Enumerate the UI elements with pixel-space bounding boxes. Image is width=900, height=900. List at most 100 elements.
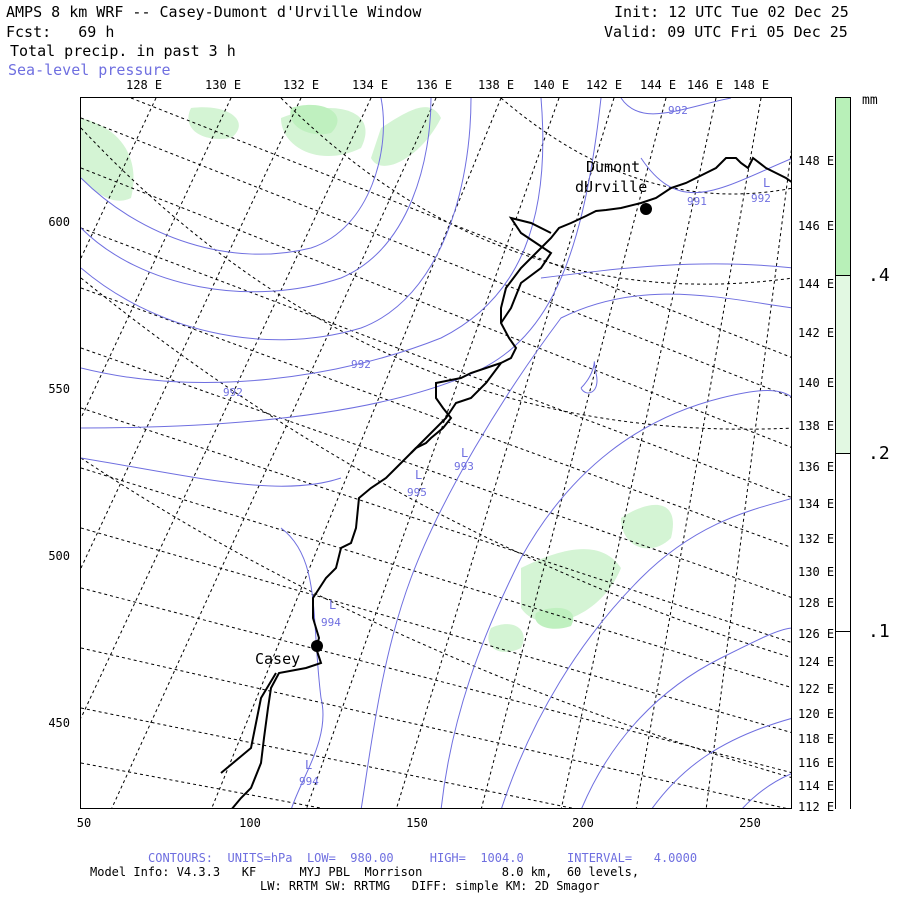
colorbar-segment-high [836, 98, 850, 276]
colorbar-label: .2 [868, 443, 890, 464]
colorbar-segment-low [836, 454, 850, 632]
grid-line [81, 117, 791, 398]
isobar [440, 390, 791, 808]
grid-line [481, 98, 667, 808]
grid-line [81, 457, 791, 778]
coastline-inner [220, 216, 553, 774]
top-lon-label: 148 E [733, 78, 770, 92]
right-lon-label: 144 E [798, 277, 835, 291]
station-dumont-durville-marker [640, 203, 652, 215]
right-lon-label: 118 E [798, 732, 835, 746]
grid-line [560, 98, 717, 808]
precip-area [488, 624, 524, 652]
grid-line [81, 167, 791, 448]
x-tick-label: 50 [76, 816, 92, 830]
right-lon-label: 136 E [798, 460, 835, 474]
isobar [581, 627, 791, 808]
field-label-precip: Total precip. in past 3 h [10, 42, 236, 60]
isobar [501, 498, 791, 808]
grid-line [81, 98, 232, 419]
right-lon-label: 132 E [798, 532, 835, 546]
top-lon-label: 132 E [283, 78, 320, 92]
precip-area [371, 107, 441, 166]
isobar [742, 773, 791, 808]
top-lon-label: 140 E [533, 78, 570, 92]
grid-line [500, 98, 791, 195]
precip-area [290, 104, 338, 135]
grid-line [635, 98, 762, 808]
y-tick-label: 550 [48, 382, 70, 396]
low-pressure-marker: L [329, 598, 337, 612]
isobar-label: 992 [668, 104, 688, 117]
field-label-slp: Sea-level pressure [8, 61, 171, 79]
grid-line [705, 149, 791, 808]
grid-line [81, 527, 791, 733]
top-lon-label: 146 E [687, 78, 724, 92]
grid-line [81, 707, 574, 808]
isobars [81, 98, 791, 808]
isobar-label: 992 [223, 386, 243, 399]
low-pressure-marker: L [763, 176, 771, 190]
x-tick-label: 250 [739, 816, 761, 830]
init-time: Init: 12 UTC Tue 02 Dec 25 [614, 3, 849, 21]
graticule [81, 98, 791, 808]
contours-info: CONTOURS: UNITS=hPa LOW= 980.00 HIGH= 10… [148, 851, 698, 865]
y-tick-label: 500 [48, 549, 70, 563]
isobar [620, 98, 732, 115]
map-title: AMPS 8 km WRF -- Casey-Dumont d'Urville … [6, 3, 422, 21]
y-tick-label: 600 [48, 215, 70, 229]
isobar-label: 992 [351, 358, 371, 371]
grid-line [81, 227, 791, 498]
low-pressure-marker: L [461, 446, 469, 460]
top-lon-label: 136 E [416, 78, 453, 92]
forecast-hour: Fcst: 69 h [6, 23, 115, 41]
station-casey-label: Casey [255, 650, 301, 668]
top-lon-label: 128 E [126, 78, 163, 92]
map-plot-area: Dumont dUrville Casey 992 991 992 992 99… [80, 97, 792, 809]
isobar [81, 98, 432, 293]
low-pressure-marker: L [415, 468, 423, 482]
colorbar-segment-base [836, 632, 850, 810]
isobar [81, 98, 472, 341]
right-lon-label: 112 E [798, 800, 835, 814]
right-lon-label: 130 E [798, 565, 835, 579]
grid-line [396, 98, 615, 808]
top-lon-label: 134 E [352, 78, 389, 92]
top-lon-label: 138 E [478, 78, 515, 92]
isobar-label: 994 [321, 616, 341, 629]
isobar [580, 360, 598, 394]
isobar [81, 457, 342, 487]
precip-colorbar [835, 97, 851, 810]
right-lon-label: 126 E [798, 627, 835, 641]
right-lon-label: 122 E [798, 682, 835, 696]
precip-area [535, 607, 574, 629]
precip-shading-heavy [290, 104, 574, 629]
grid-line [306, 98, 560, 808]
grid-line [280, 98, 791, 285]
colorbar-label: .1 [868, 621, 890, 642]
colorbar-label: .4 [868, 265, 890, 286]
precip-area [81, 118, 134, 201]
grid-line [81, 287, 791, 548]
coastline [231, 156, 791, 808]
colorbar-unit: mm [862, 93, 878, 108]
grid-line [81, 407, 791, 643]
precip-area [188, 107, 239, 139]
top-lon-label: 142 E [586, 78, 623, 92]
grid-line [81, 467, 791, 688]
isobar-label: 994 [299, 775, 319, 788]
y-tick-label: 450 [48, 716, 70, 730]
grid-line [81, 587, 791, 773]
grid-line [81, 647, 787, 808]
grid-line [111, 98, 437, 808]
grid-line [81, 127, 791, 430]
low-pressure-marker: L [305, 758, 313, 772]
right-lon-label: 128 E [798, 596, 835, 610]
valid-time: Valid: 09 UTC Fri 05 Dec 25 [604, 23, 848, 41]
grid-line [81, 277, 791, 658]
right-lon-label: 138 E [798, 419, 835, 433]
isobar [651, 718, 791, 808]
station-durville-label: dUrville [575, 178, 648, 196]
right-lon-label: 134 E [798, 497, 835, 511]
x-tick-label: 150 [406, 816, 428, 830]
